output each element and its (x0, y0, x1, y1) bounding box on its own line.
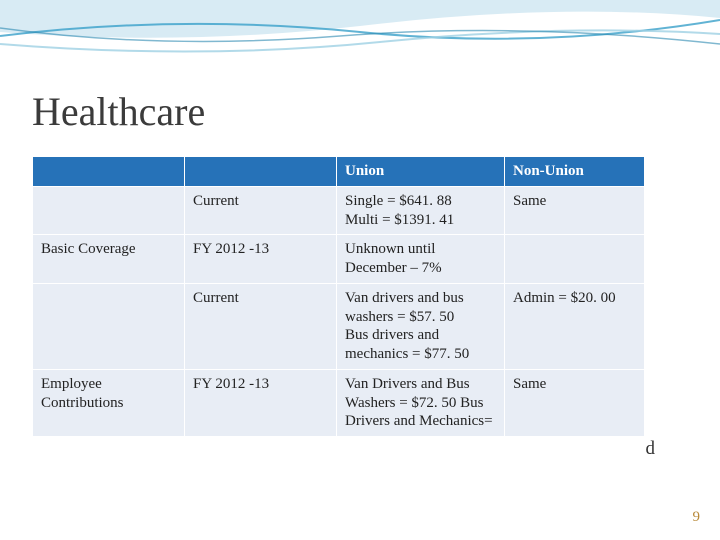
table-row: CurrentVan drivers and bus washers = $57… (33, 283, 645, 369)
union-cell: Single = $641. 88Multi = $1391. 41 (337, 186, 505, 235)
nonunion-cell: Same (505, 369, 645, 436)
stray-character: d (646, 438, 656, 460)
table-header-row: Union Non-Union (33, 157, 645, 187)
wave-decoration (0, 0, 720, 80)
row-label-cell: Basic Coverage (33, 235, 185, 284)
header-union: Union (337, 157, 505, 187)
nonunion-cell (505, 235, 645, 284)
period-cell: Current (185, 283, 337, 369)
header-blank-1 (185, 157, 337, 187)
header-non-union: Non-Union (505, 157, 645, 187)
union-cell: Van drivers and bus washers = $57. 50Bus… (337, 283, 505, 369)
period-cell: FY 2012 -13 (185, 369, 337, 436)
union-cell: Unknown until December – 7% (337, 235, 505, 284)
page-number: 9 (693, 509, 701, 526)
table-row: Employee ContributionsFY 2012 -13Van Dri… (33, 369, 645, 436)
slide-title: Healthcare (32, 88, 205, 135)
row-label-cell (33, 186, 185, 235)
row-label-cell: Employee Contributions (33, 369, 185, 436)
table-row: Basic CoverageFY 2012 -13Unknown until D… (33, 235, 645, 284)
period-cell: FY 2012 -13 (185, 235, 337, 284)
nonunion-cell: Same (505, 186, 645, 235)
nonunion-cell: Admin = $20. 00 (505, 283, 645, 369)
row-label-cell (33, 283, 185, 369)
header-blank-0 (33, 157, 185, 187)
period-cell: Current (185, 186, 337, 235)
union-cell: Van Drivers and Bus Washers = $72. 50 Bu… (337, 369, 505, 436)
table-row: CurrentSingle = $641. 88Multi = $1391. 4… (33, 186, 645, 235)
healthcare-table: Union Non-Union CurrentSingle = $641. 88… (32, 156, 644, 437)
